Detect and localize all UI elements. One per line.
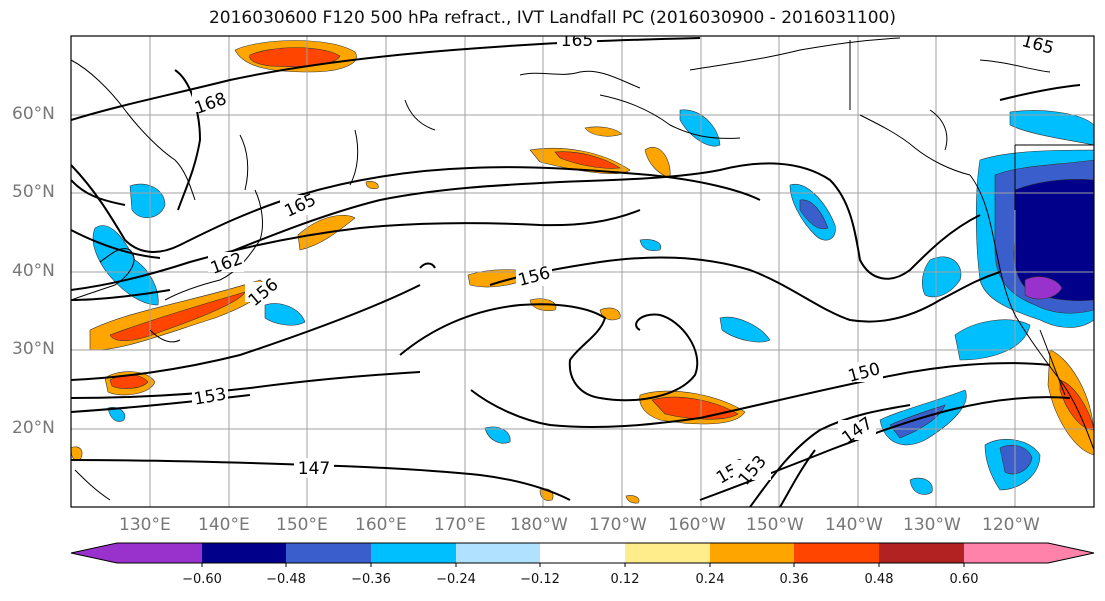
colorbar-tick-label: −0.12 xyxy=(520,572,560,587)
lat-label: 20°N xyxy=(12,418,55,438)
colorbar-segment xyxy=(540,543,625,563)
lon-label: 170°E xyxy=(434,515,486,535)
colorbar-segment xyxy=(879,543,964,563)
lon-label: 130°E xyxy=(119,515,171,535)
colorbar-tick-label: −0.48 xyxy=(266,572,306,587)
lon-label: 160°E xyxy=(355,515,407,535)
colorbar-tick-label: 0.36 xyxy=(779,572,809,587)
lat-label: 50°N xyxy=(12,182,55,202)
lon-label: 180°W xyxy=(510,515,568,535)
coastlines xyxy=(71,37,1094,501)
map-title: 2016030600 F120 500 hPa refract., IVT La… xyxy=(208,8,896,28)
lon-label: 120°W xyxy=(982,515,1040,535)
lon-label: 160°W xyxy=(668,515,726,535)
lon-label: 130°W xyxy=(903,515,961,535)
colorbar-tick-label: 0.48 xyxy=(864,572,894,587)
colorbar-segment xyxy=(286,543,371,563)
colorbar-tick-label: −0.36 xyxy=(351,572,391,587)
lon-label: 140°E xyxy=(198,515,250,535)
lat-label: 40°N xyxy=(12,261,55,281)
colorbar-segment xyxy=(710,543,794,563)
colorbar-segment xyxy=(117,543,202,563)
colorbar-tick-label: −0.60 xyxy=(182,572,222,587)
colorbar-tick-label: 0.12 xyxy=(610,572,640,587)
colorbar-tick-label: 0.24 xyxy=(695,572,725,587)
lat-label: 60°N xyxy=(12,104,55,124)
colorbar-segment xyxy=(625,543,710,563)
lon-label: 170°W xyxy=(589,515,647,535)
colorbar-segment xyxy=(964,543,1048,563)
colorbar xyxy=(70,542,1095,567)
lon-label: 140°W xyxy=(825,515,883,535)
colorbar-segment xyxy=(1048,543,1094,563)
map-gridlines xyxy=(71,36,1094,507)
colorbar-segment xyxy=(202,543,286,563)
lon-label: 150°W xyxy=(746,515,804,535)
map-frame xyxy=(70,35,1095,508)
lon-label: 150°E xyxy=(276,515,328,535)
contour-label: 147 xyxy=(298,459,330,479)
lat-label: 30°N xyxy=(12,339,55,359)
colorbar-tick-label: 0.60 xyxy=(949,572,979,587)
colorbar-tick-label: −0.24 xyxy=(436,572,476,587)
colorbar-segment xyxy=(456,543,540,563)
colorbar-segment xyxy=(794,543,879,563)
colorbar-segment xyxy=(71,543,117,563)
contour-label: 165 xyxy=(561,31,593,51)
colorbar-segment xyxy=(371,543,456,563)
